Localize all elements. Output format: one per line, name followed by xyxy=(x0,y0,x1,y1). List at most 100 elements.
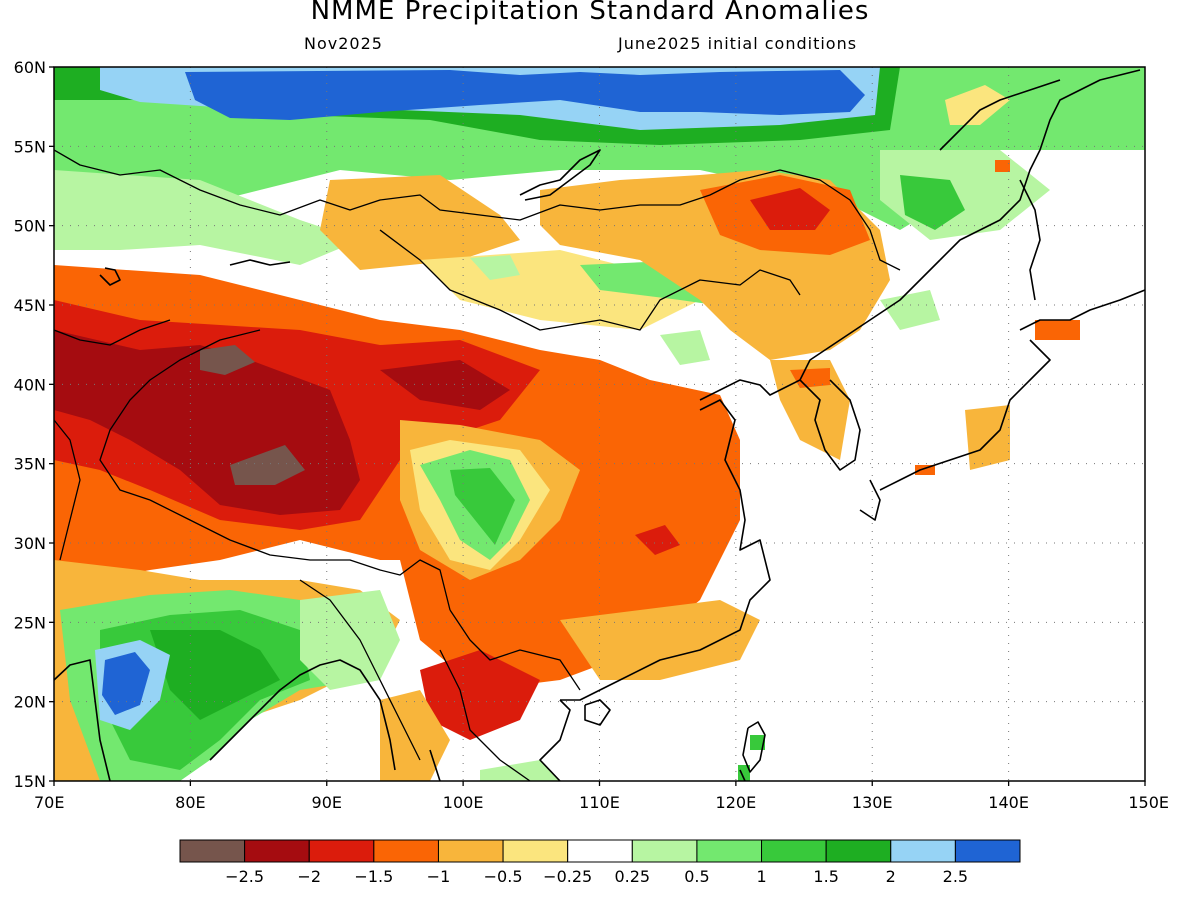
japan-ltorange xyxy=(965,405,1010,470)
colorbar-swatch xyxy=(890,839,956,863)
colorbar-label: −0.5 xyxy=(484,867,523,886)
longitude-label: 120E xyxy=(716,793,757,812)
colorbar-swatch xyxy=(825,839,892,863)
dry-brown-core-1 xyxy=(200,345,255,375)
longitude-axis: 70E 80E 90E 100E 110E 120E 130E 140E 150E xyxy=(34,781,1169,812)
balkhash xyxy=(229,259,291,266)
colorbar-swatch xyxy=(631,839,698,863)
korea-coast xyxy=(799,379,861,471)
latitude-label: 40N xyxy=(14,375,46,394)
latitude-label: 35N xyxy=(14,455,46,474)
latitude-label: 45N xyxy=(14,296,46,315)
colorbar-swatch xyxy=(308,839,375,863)
colorbar-swatch xyxy=(373,839,439,863)
baikal xyxy=(519,149,601,201)
okhotsk-coast xyxy=(939,79,1061,151)
indochina-coast xyxy=(429,749,441,781)
colorbar-swatch xyxy=(696,839,763,863)
longitude-label: 130E xyxy=(852,793,893,812)
longitude-label: 110E xyxy=(579,793,620,812)
latitude-axis: 60N 55N 50N 45N 40N 35N 30N 25N 20N 15N xyxy=(14,58,54,791)
colorbar-label: 1.5 xyxy=(813,867,838,886)
bohai-coast xyxy=(699,259,941,401)
caspian-aral xyxy=(99,267,121,286)
north-china-ltgreen-1 xyxy=(470,255,520,280)
sichuan-mgreen xyxy=(450,468,515,545)
philippines xyxy=(739,769,746,781)
longitude-label: 140E xyxy=(988,793,1029,812)
india-coast xyxy=(54,659,111,781)
latitude-label: 15N xyxy=(14,772,46,791)
longitude-label: 150E xyxy=(1128,793,1169,812)
mongolia-china-border xyxy=(379,229,801,331)
latitude-label: 55N xyxy=(14,137,46,156)
anomaly-field xyxy=(54,67,1145,781)
taiwan-mgreen-1 xyxy=(750,735,765,750)
northeast-green-spot xyxy=(900,175,965,230)
colorbar-label: −2 xyxy=(297,867,321,886)
longitude-label: 80E xyxy=(175,793,205,812)
latitude-label: 20N xyxy=(14,693,46,712)
mongolia-ltorange xyxy=(320,175,520,270)
siberia-coast xyxy=(939,69,1141,261)
siberia-blue xyxy=(185,70,865,120)
hokkaido xyxy=(1019,289,1145,331)
manchuria-red xyxy=(750,188,830,230)
myanmar-border xyxy=(299,579,421,761)
taiwan-mgreen-2 xyxy=(738,765,750,781)
colorbar-label: 2 xyxy=(886,867,896,886)
china-west-border xyxy=(99,329,261,501)
vietnam-coast xyxy=(539,699,571,781)
colorbar-label: −2.5 xyxy=(225,867,264,886)
kyushu xyxy=(859,479,881,521)
himalaya-border xyxy=(149,499,451,611)
hokkaido-orange xyxy=(1035,320,1080,340)
west-ltgreen-strip xyxy=(54,170,360,265)
india-blue xyxy=(102,652,150,715)
colorbar-label: 2.5 xyxy=(943,867,968,886)
colorbar-label: 0.5 xyxy=(684,867,709,886)
north-china-ltgreen-3 xyxy=(880,290,940,330)
india-dgreen xyxy=(150,630,280,720)
korea-orange xyxy=(790,368,830,388)
coastlines xyxy=(54,69,1145,781)
bengal-coast xyxy=(209,659,396,771)
japan-honshu xyxy=(879,339,1051,491)
longitude-label: 70E xyxy=(34,793,64,812)
central-asia-border xyxy=(54,319,171,346)
colorbar-label: −1 xyxy=(427,867,451,886)
indochina-red xyxy=(420,650,540,740)
south-china-red-spot xyxy=(635,525,680,555)
latitude-label: 30N xyxy=(14,534,46,553)
map-title: NMME Precipitation Standard Anomalies xyxy=(310,0,870,26)
colorbar-label: 0.25 xyxy=(614,867,650,886)
colorbar-label: 1 xyxy=(756,867,766,886)
southeast-asia-ltgreen xyxy=(480,760,560,781)
colorbar-swatch xyxy=(954,839,1021,863)
latitude-label: 50N xyxy=(14,217,46,236)
colorbar-label: −0.25 xyxy=(543,867,592,886)
colorbar-swatch xyxy=(179,839,246,863)
russia-kazakh-border xyxy=(54,149,901,271)
thailand-border xyxy=(439,649,531,781)
bay-of-bengal-ltgreen xyxy=(300,590,400,690)
longitude-label: 100E xyxy=(443,793,484,812)
southeast-asia-border xyxy=(449,609,581,691)
colorbar-swatch xyxy=(437,839,504,863)
taiwan xyxy=(742,721,766,773)
initial-conditions: June2025 initial conditions xyxy=(618,34,858,53)
north-china-ltgreen-2 xyxy=(660,330,710,365)
forecast-month: Nov2025 xyxy=(304,34,383,53)
latitude-label: 25N xyxy=(14,613,46,632)
colorbar-swatch xyxy=(761,839,827,863)
dry-brown-core-2 xyxy=(230,445,305,485)
colorbar: −2.5 −2 −1.5 −1 −0.5 −0.25 0.25 0.5 1 1.5 2 2.5 xyxy=(179,839,1021,886)
china-east-coast xyxy=(560,399,771,701)
hainan xyxy=(584,699,611,726)
dry-darkred-tibet-east xyxy=(380,360,510,410)
colorbar-label: −1.5 xyxy=(354,867,393,886)
colorbar-swatch xyxy=(567,839,633,863)
india-nepal-border xyxy=(54,419,81,561)
colorbar-swatch xyxy=(502,839,569,863)
